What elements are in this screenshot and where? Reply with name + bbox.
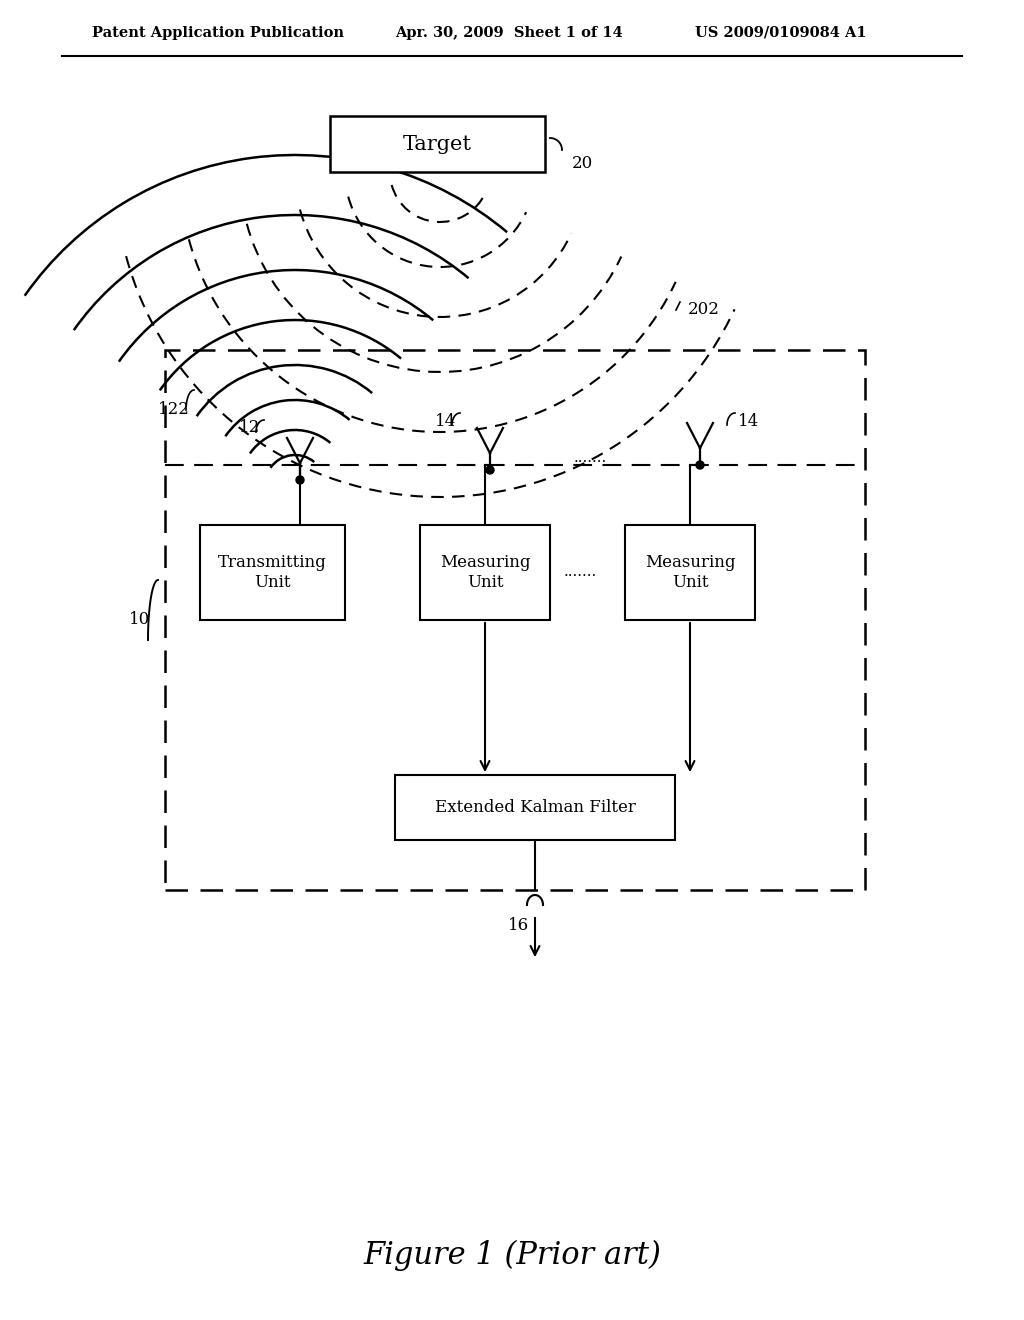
Text: 12: 12: [239, 420, 260, 437]
Text: 14: 14: [435, 413, 456, 430]
Text: Transmitting
Unit: Transmitting Unit: [218, 554, 327, 591]
Text: 202: 202: [688, 301, 720, 318]
Text: Patent Application Publication: Patent Application Publication: [92, 26, 344, 40]
Text: US 2009/0109084 A1: US 2009/0109084 A1: [695, 26, 866, 40]
Text: .......: .......: [573, 451, 606, 465]
Text: 16: 16: [508, 917, 529, 935]
Bar: [395, 775, 675, 840]
Text: Extended Kalman Filter: Extended Kalman Filter: [434, 799, 636, 816]
Bar: [420, 525, 550, 620]
Text: 20: 20: [572, 156, 593, 173]
Text: 122: 122: [158, 401, 190, 418]
Circle shape: [486, 466, 494, 474]
Text: 14: 14: [738, 413, 759, 430]
Circle shape: [696, 461, 705, 469]
Text: Measuring
Unit: Measuring Unit: [439, 554, 530, 591]
Text: Measuring
Unit: Measuring Unit: [645, 554, 735, 591]
Circle shape: [296, 477, 304, 484]
Text: Figure 1 (Prior art): Figure 1 (Prior art): [364, 1239, 660, 1271]
Text: Target: Target: [403, 135, 472, 153]
Bar: [165, 350, 865, 890]
Text: 10: 10: [129, 611, 150, 628]
Bar: [625, 525, 755, 620]
Bar: [200, 525, 345, 620]
Bar: [330, 116, 545, 172]
Text: .......: .......: [563, 565, 597, 579]
Text: Apr. 30, 2009  Sheet 1 of 14: Apr. 30, 2009 Sheet 1 of 14: [395, 26, 623, 40]
